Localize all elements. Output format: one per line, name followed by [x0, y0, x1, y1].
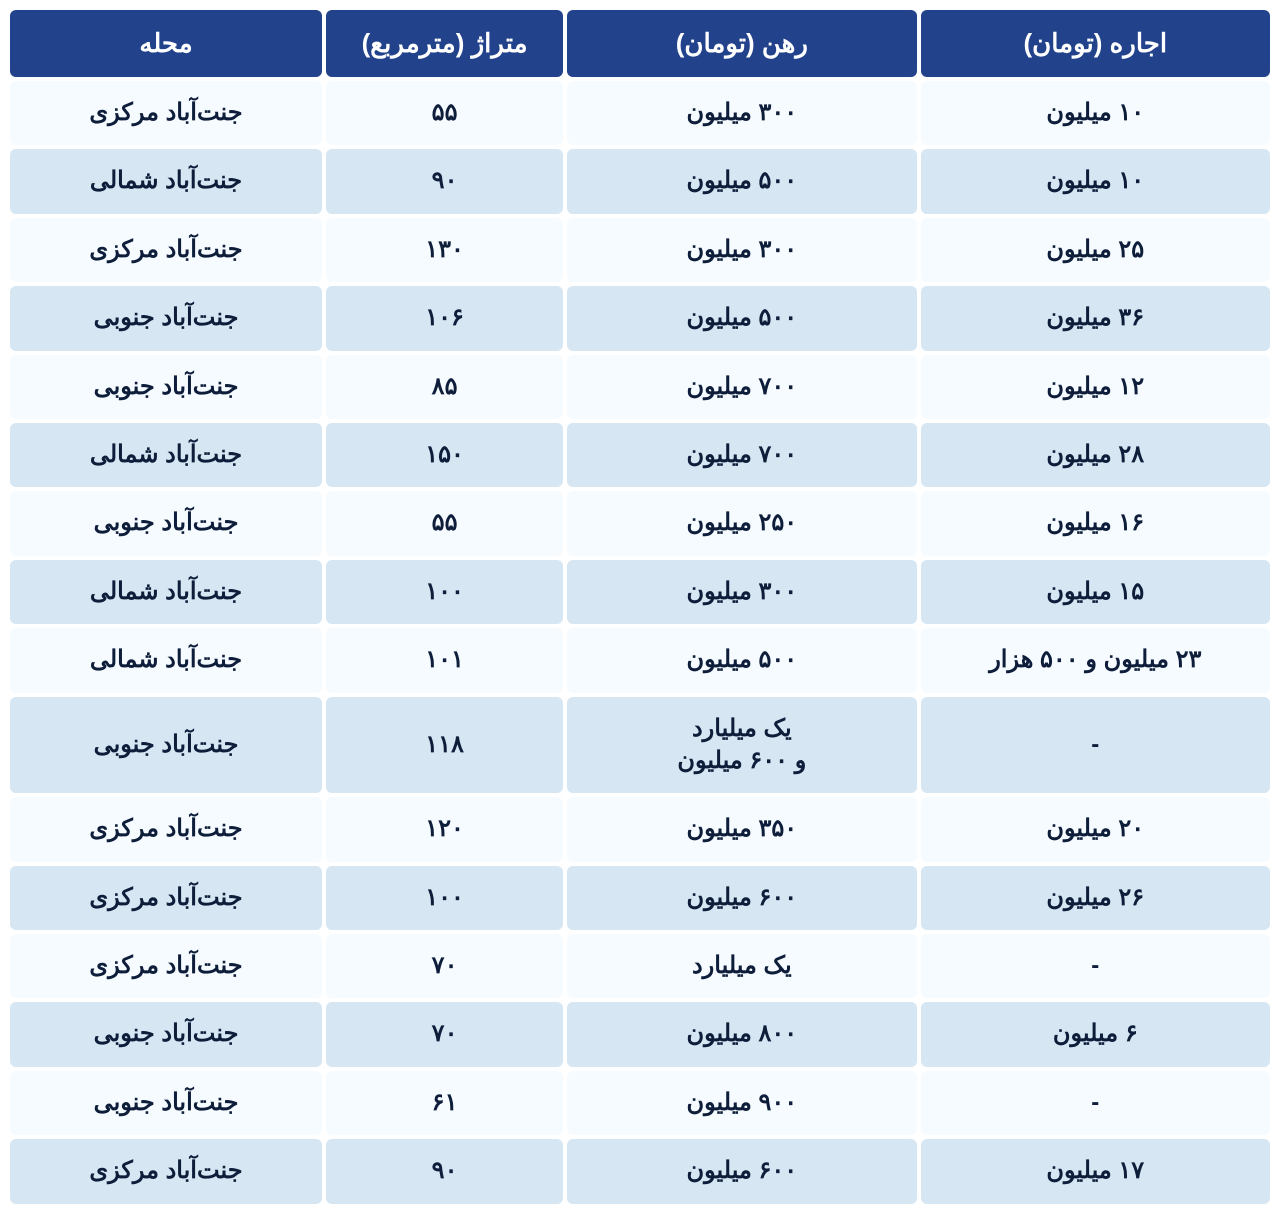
cell-area: ۵۵: [326, 491, 563, 555]
table-row: ۲۶ میلیون۶۰۰ میلیون۱۰۰جنت‌آباد مرکزی: [10, 866, 1270, 930]
cell-area: ۸۵: [326, 355, 563, 419]
cell-nbhd: جنت‌آباد مرکزی: [10, 934, 322, 998]
cell-rent: ۱۲ میلیون: [921, 355, 1270, 419]
cell-nbhd: جنت‌آباد مرکزی: [10, 81, 322, 145]
cell-area: ۱۰۱: [326, 628, 563, 692]
cell-deposit: ۳۰۰ میلیون: [567, 560, 916, 624]
cell-rent: ۱۷ میلیون: [921, 1139, 1270, 1203]
cell-rent: -: [921, 934, 1270, 998]
cell-deposit: ۳۵۰ میلیون: [567, 797, 916, 861]
cell-nbhd: جنت‌آباد شمالی: [10, 423, 322, 487]
cell-rent: ۱۶ میلیون: [921, 491, 1270, 555]
cell-deposit: یک میلیاردو ۶۰۰ میلیون: [567, 697, 916, 794]
table-row: -یک میلیارد۷۰جنت‌آباد مرکزی: [10, 934, 1270, 998]
table-row: ۱۰ میلیون۵۰۰ میلیون۹۰جنت‌آباد شمالی: [10, 149, 1270, 213]
cell-deposit: ۵۰۰ میلیون: [567, 149, 916, 213]
cell-deposit: ۶۰۰ میلیون: [567, 866, 916, 930]
col-header-deposit: رهن (تومان): [567, 10, 916, 77]
cell-rent: ۲۳ میلیون و ۵۰۰ هزار: [921, 628, 1270, 692]
cell-nbhd: جنت‌آباد جنوبی: [10, 697, 322, 794]
cell-rent: ۱۰ میلیون: [921, 81, 1270, 145]
cell-rent: -: [921, 1071, 1270, 1135]
cell-deposit: ۶۰۰ میلیون: [567, 1139, 916, 1203]
table-row: ۱۶ میلیون۲۵۰ میلیون۵۵جنت‌آباد جنوبی: [10, 491, 1270, 555]
cell-rent: ۲۸ میلیون: [921, 423, 1270, 487]
table-row: ۲۳ میلیون و ۵۰۰ هزار۵۰۰ میلیون۱۰۱جنت‌آبا…: [10, 628, 1270, 692]
cell-nbhd: جنت‌آباد شمالی: [10, 149, 322, 213]
cell-nbhd: جنت‌آباد جنوبی: [10, 1002, 322, 1066]
cell-area: ۱۱۸: [326, 697, 563, 794]
col-header-nbhd: محله: [10, 10, 322, 77]
cell-deposit: یک میلیارد: [567, 934, 916, 998]
table-row: ۳۶ میلیون۵۰۰ میلیون۱۰۶جنت‌آباد جنوبی: [10, 286, 1270, 350]
cell-area: ۱۰۰: [326, 560, 563, 624]
cell-deposit: ۸۰۰ میلیون: [567, 1002, 916, 1066]
table-row: ۲۰ میلیون۳۵۰ میلیون۱۲۰جنت‌آباد مرکزی: [10, 797, 1270, 861]
table-row: ۶ میلیون۸۰۰ میلیون۷۰جنت‌آباد جنوبی: [10, 1002, 1270, 1066]
table-body: ۱۰ میلیون۳۰۰ میلیون۵۵جنت‌آباد مرکزی۱۰ می…: [10, 81, 1270, 1204]
cell-area: ۷۰: [326, 1002, 563, 1066]
cell-deposit: ۵۰۰ میلیون: [567, 628, 916, 692]
cell-nbhd: جنت‌آباد مرکزی: [10, 866, 322, 930]
cell-rent: ۱۵ میلیون: [921, 560, 1270, 624]
cell-rent: ۱۰ میلیون: [921, 149, 1270, 213]
table-header-row: اجاره (تومان) رهن (تومان) متراژ (مترمربع…: [10, 10, 1270, 77]
col-header-area: متراژ (مترمربع): [326, 10, 563, 77]
cell-area: ۹۰: [326, 1139, 563, 1203]
cell-rent: ۲۶ میلیون: [921, 866, 1270, 930]
table-row: -۹۰۰ میلیون۶۱جنت‌آباد جنوبی: [10, 1071, 1270, 1135]
cell-area: ۱۰۶: [326, 286, 563, 350]
cell-nbhd: جنت‌آباد جنوبی: [10, 491, 322, 555]
cell-deposit: ۹۰۰ میلیون: [567, 1071, 916, 1135]
cell-nbhd: جنت‌آباد جنوبی: [10, 355, 322, 419]
cell-rent: ۲۰ میلیون: [921, 797, 1270, 861]
cell-rent: -: [921, 697, 1270, 794]
cell-area: ۷۰: [326, 934, 563, 998]
cell-area: ۶۱: [326, 1071, 563, 1135]
table-row: ۲۵ میلیون۳۰۰ میلیون۱۳۰جنت‌آباد مرکزی: [10, 218, 1270, 282]
cell-deposit: ۷۰۰ میلیون: [567, 423, 916, 487]
cell-deposit: ۳۰۰ میلیون: [567, 81, 916, 145]
cell-area: ۹۰: [326, 149, 563, 213]
cell-nbhd: جنت‌آباد مرکزی: [10, 1139, 322, 1203]
table-row: -یک میلیاردو ۶۰۰ میلیون۱۱۸جنت‌آباد جنوبی: [10, 697, 1270, 794]
price-table: اجاره (تومان) رهن (تومان) متراژ (مترمربع…: [6, 6, 1274, 1208]
table-row: ۲۸ میلیون۷۰۰ میلیون۱۵۰جنت‌آباد شمالی: [10, 423, 1270, 487]
cell-area: ۵۵: [326, 81, 563, 145]
cell-deposit: ۲۵۰ میلیون: [567, 491, 916, 555]
cell-nbhd: جنت‌آباد مرکزی: [10, 218, 322, 282]
cell-nbhd: جنت‌آباد شمالی: [10, 560, 322, 624]
table-row: ۱۲ میلیون۷۰۰ میلیون۸۵جنت‌آباد جنوبی: [10, 355, 1270, 419]
cell-rent: ۲۵ میلیون: [921, 218, 1270, 282]
cell-nbhd: جنت‌آباد جنوبی: [10, 286, 322, 350]
cell-rent: ۶ میلیون: [921, 1002, 1270, 1066]
table-row: ۱۷ میلیون۶۰۰ میلیون۹۰جنت‌آباد مرکزی: [10, 1139, 1270, 1203]
col-header-rent: اجاره (تومان): [921, 10, 1270, 77]
table-row: ۱۵ میلیون۳۰۰ میلیون۱۰۰جنت‌آباد شمالی: [10, 560, 1270, 624]
cell-area: ۱۳۰: [326, 218, 563, 282]
cell-deposit: ۵۰۰ میلیون: [567, 286, 916, 350]
table-row: ۱۰ میلیون۳۰۰ میلیون۵۵جنت‌آباد مرکزی: [10, 81, 1270, 145]
cell-area: ۱۰۰: [326, 866, 563, 930]
cell-nbhd: جنت‌آباد جنوبی: [10, 1071, 322, 1135]
cell-area: ۱۵۰: [326, 423, 563, 487]
cell-nbhd: جنت‌آباد مرکزی: [10, 797, 322, 861]
cell-nbhd: جنت‌آباد شمالی: [10, 628, 322, 692]
cell-deposit: ۷۰۰ میلیون: [567, 355, 916, 419]
cell-rent: ۳۶ میلیون: [921, 286, 1270, 350]
cell-area: ۱۲۰: [326, 797, 563, 861]
cell-deposit: ۳۰۰ میلیون: [567, 218, 916, 282]
